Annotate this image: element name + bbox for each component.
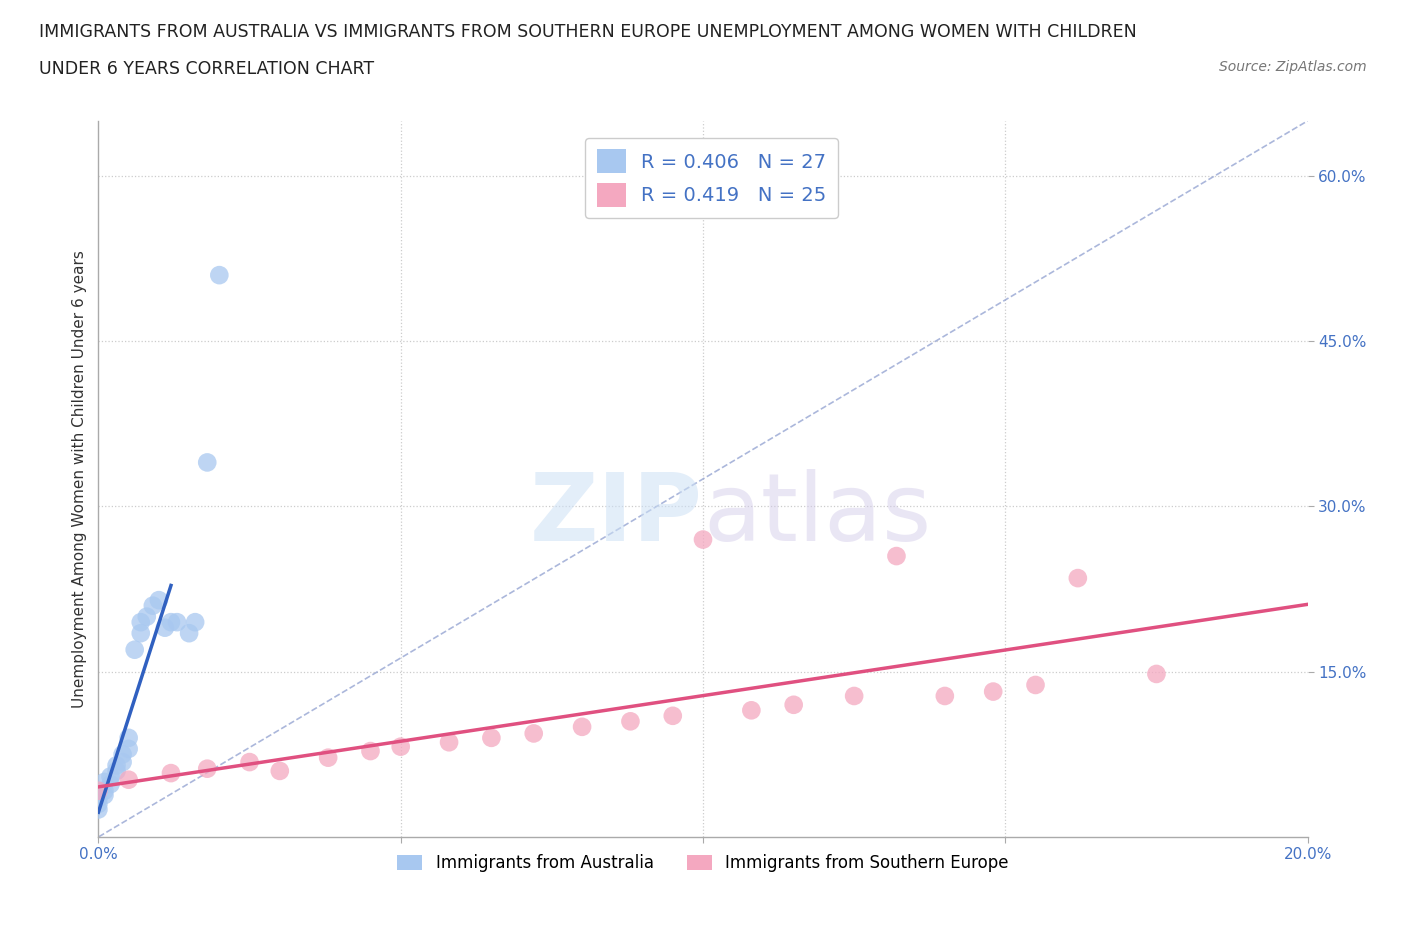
Text: Source: ZipAtlas.com: Source: ZipAtlas.com bbox=[1219, 60, 1367, 74]
Point bbox=[195, 762, 218, 777]
Point bbox=[783, 698, 806, 712]
Point bbox=[87, 791, 110, 806]
Point bbox=[93, 788, 115, 803]
Point bbox=[105, 764, 128, 778]
Point bbox=[179, 626, 201, 641]
Text: UNDER 6 YEARS CORRELATION CHART: UNDER 6 YEARS CORRELATION CHART bbox=[39, 60, 374, 78]
Point bbox=[118, 741, 141, 756]
Point bbox=[118, 772, 141, 787]
Point bbox=[239, 754, 262, 769]
Point bbox=[437, 735, 460, 750]
Point bbox=[523, 726, 546, 741]
Point bbox=[1067, 571, 1090, 586]
Point bbox=[118, 730, 141, 745]
Point bbox=[389, 739, 412, 754]
Text: atlas: atlas bbox=[703, 469, 931, 561]
Point bbox=[100, 769, 122, 784]
Point bbox=[135, 609, 157, 624]
Point bbox=[129, 626, 152, 641]
Point bbox=[1024, 678, 1046, 693]
Point bbox=[142, 598, 165, 613]
Point bbox=[105, 758, 128, 773]
Point bbox=[661, 709, 683, 724]
Text: IMMIGRANTS FROM AUSTRALIA VS IMMIGRANTS FROM SOUTHERN EUROPE UNEMPLOYMENT AMONG : IMMIGRANTS FROM AUSTRALIA VS IMMIGRANTS … bbox=[39, 23, 1137, 41]
Point bbox=[111, 747, 134, 762]
Point bbox=[692, 532, 714, 547]
Point bbox=[481, 730, 503, 745]
Point bbox=[208, 268, 231, 283]
Point bbox=[153, 620, 176, 635]
Point bbox=[269, 764, 291, 778]
Point bbox=[87, 783, 110, 798]
Point bbox=[148, 592, 170, 607]
Point bbox=[100, 777, 122, 791]
Point bbox=[93, 775, 115, 790]
Point bbox=[1144, 667, 1167, 682]
Point bbox=[981, 684, 1004, 699]
Point bbox=[195, 455, 218, 470]
Point bbox=[166, 615, 188, 630]
Point bbox=[93, 783, 115, 798]
Text: ZIP: ZIP bbox=[530, 469, 703, 561]
Point bbox=[934, 688, 956, 703]
Point bbox=[111, 754, 134, 769]
Point bbox=[619, 714, 641, 729]
Point bbox=[844, 688, 866, 703]
Point bbox=[886, 549, 908, 564]
Point bbox=[129, 615, 152, 630]
Point bbox=[740, 703, 762, 718]
Point bbox=[87, 796, 110, 811]
Point bbox=[184, 615, 207, 630]
Point bbox=[160, 615, 183, 630]
Legend: Immigrants from Australia, Immigrants from Southern Europe: Immigrants from Australia, Immigrants fr… bbox=[391, 847, 1015, 879]
Y-axis label: Unemployment Among Women with Children Under 6 years: Unemployment Among Women with Children U… bbox=[72, 250, 87, 708]
Point bbox=[316, 751, 339, 765]
Point bbox=[160, 765, 183, 780]
Point bbox=[571, 720, 593, 735]
Point bbox=[360, 744, 382, 759]
Point bbox=[87, 802, 110, 817]
Point bbox=[124, 643, 146, 658]
